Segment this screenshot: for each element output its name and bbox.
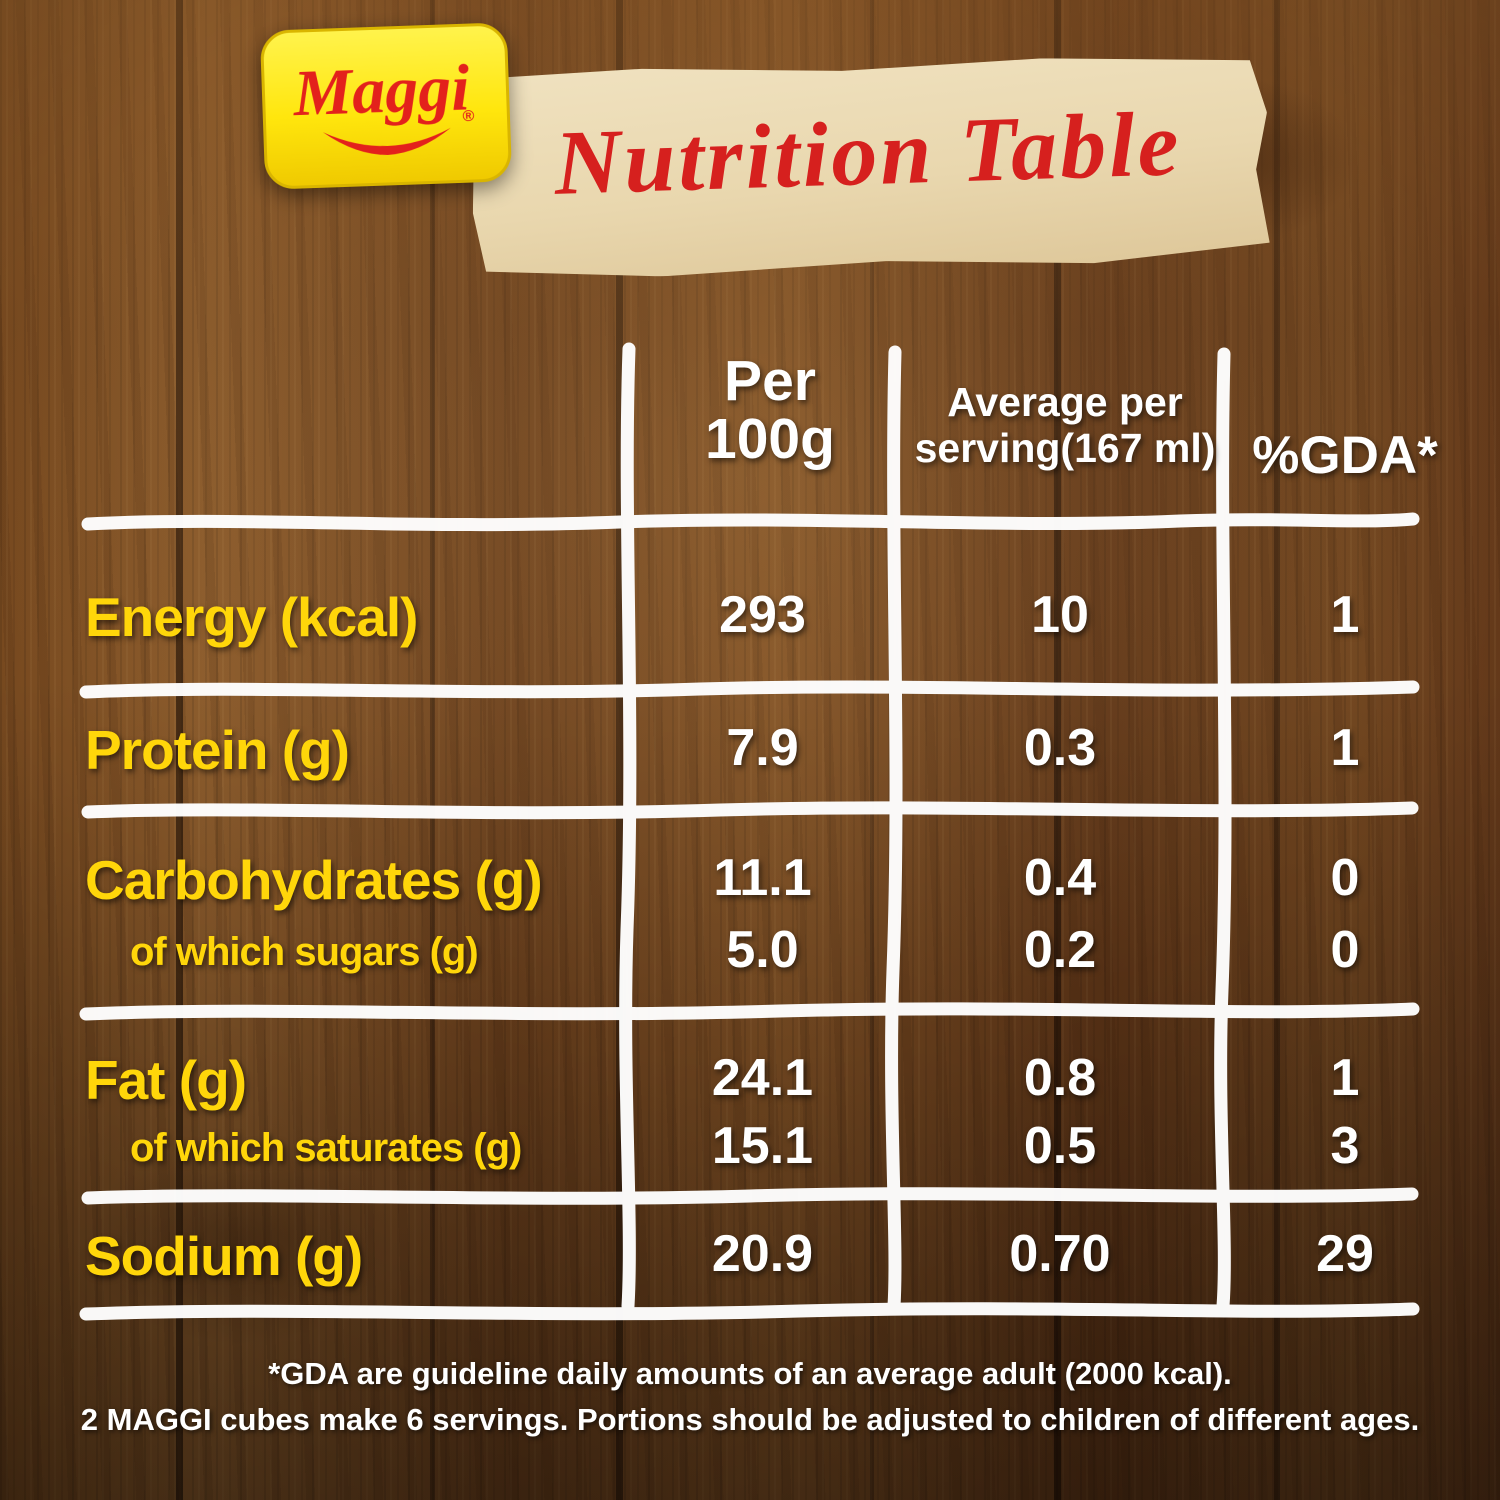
table-row-sugars: of which sugars (g) 5.0 0.2 0: [0, 920, 1500, 992]
cell-serving: 0.4: [1023, 849, 1097, 907]
table-row-saturates: of which saturates (g) 15.1 0.5 3: [0, 1116, 1500, 1188]
maggi-logo: Maggi ®: [257, 20, 515, 193]
cell-serving: 0.3: [1023, 719, 1097, 777]
row-divider: [81, 1187, 1419, 1205]
cell-gda: 1: [1330, 1049, 1360, 1107]
column-header-serving: Average per serving(167 ml): [914, 379, 1216, 471]
cell-per100g: 15.1: [711, 1117, 814, 1175]
row-label: Fat (g): [85, 1049, 247, 1111]
cell-per100g: 293: [719, 586, 806, 644]
row-label: Energy (kcal): [85, 586, 418, 648]
cell-gda: 29: [1316, 1225, 1374, 1283]
row-sublabel: of which saturates (g): [130, 1126, 522, 1170]
footnote-gda: *GDA are guideline daily amounts of an a…: [268, 1356, 1232, 1391]
footnote-servings: 2 MAGGI cubes make 6 servings. Portions …: [80, 1402, 1420, 1437]
cell-serving: 0.2: [1023, 921, 1097, 979]
cell-serving: 0.8: [1023, 1049, 1097, 1107]
row-sublabel: of which sugars (g): [130, 930, 479, 974]
logo-background: [260, 23, 512, 189]
row-divider: [79, 680, 1420, 699]
cell-gda: 1: [1330, 586, 1360, 644]
row-label: Carbohydrates (g): [85, 849, 543, 911]
cell-per100g: 11.1: [713, 849, 812, 907]
column-header-gda: %GDA*: [1252, 426, 1438, 485]
cell-gda: 1: [1330, 719, 1360, 777]
row-divider: [81, 801, 1419, 820]
cell-serving: 0.5: [1023, 1117, 1097, 1175]
cell-serving: 10: [1031, 586, 1089, 644]
cell-gda: 3: [1330, 1117, 1360, 1175]
cell-per100g: 7.9: [726, 719, 799, 777]
cell-per100g: 5.0: [726, 921, 799, 979]
column-header-per-100g: Per 100g: [705, 349, 835, 472]
table-row-energy: Energy (kcal) 293 10 1: [0, 585, 1500, 657]
table-row-protein: Protein (g) 7.9 0.3 1: [0, 718, 1500, 790]
logo-plate: Maggi ®: [260, 23, 512, 189]
cell-per100g: 24.1: [711, 1049, 814, 1107]
cell-gda: 0: [1330, 849, 1360, 907]
cell-gda: 0: [1330, 921, 1360, 979]
table-row-fat: Fat (g) 24.1 0.8 1: [0, 1048, 1500, 1120]
logo-text: Maggi: [291, 51, 471, 130]
row-divider: [81, 512, 1420, 532]
row-label: Sodium (g): [85, 1225, 363, 1287]
row-divider: [79, 1302, 1420, 1321]
cell-serving: 0.70: [1009, 1225, 1111, 1283]
table-row-sodium: Sodium (g) 20.9 0.70 29: [0, 1224, 1500, 1296]
row-divider: [79, 1002, 1420, 1021]
registered-mark-icon: ®: [462, 108, 475, 125]
row-label: Protein (g): [85, 719, 350, 781]
table-row-carbohydrates: Carbohydrates (g) 11.1 0.4 0: [0, 848, 1500, 920]
logo-smile-icon: [322, 127, 451, 155]
cell-per100g: 20.9: [711, 1225, 814, 1283]
